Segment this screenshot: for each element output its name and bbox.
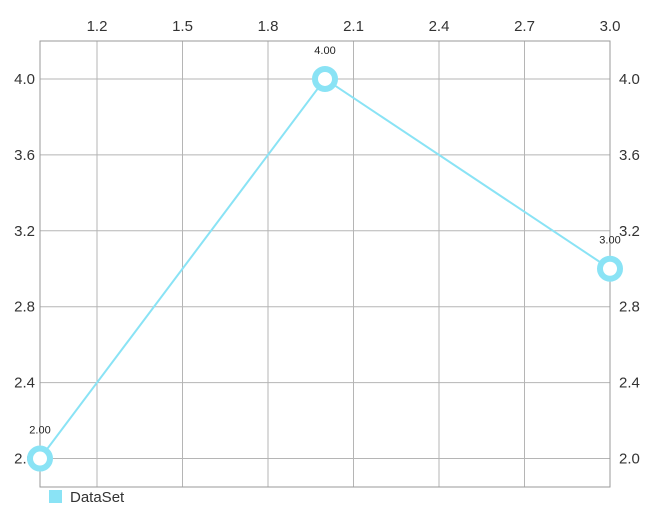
- data-point: [312, 65, 338, 92]
- y-tick-label-left: 2.4: [14, 375, 35, 392]
- x-tick-label: 1.8: [258, 18, 279, 35]
- y-tick-label-right: 3.2: [619, 223, 640, 240]
- y-tick-label-right: 2.0: [619, 451, 640, 468]
- x-tick-label: 1.5: [172, 18, 193, 35]
- y-tick-label-left: 4.0: [14, 71, 35, 88]
- y-tick-label-right: 4.0: [619, 71, 640, 88]
- x-tick-label: 2.1: [343, 18, 364, 35]
- y-tick-label-right: 3.6: [619, 147, 640, 164]
- y-tick-label-right: 2.8: [619, 299, 640, 316]
- x-tick-label: 1.2: [87, 18, 108, 35]
- x-axis-ticks: 1.2 1.5 1.8 2.1 2.4 2.7 3.0: [87, 18, 621, 35]
- y-tick-label-left: 3.6: [14, 147, 35, 164]
- series: 2.00 4.00 3.00: [27, 45, 623, 472]
- legend-swatch: [49, 490, 62, 503]
- legend-label: DataSet: [70, 489, 125, 506]
- x-tick-label: 3.0: [600, 18, 621, 35]
- legend: DataSet: [49, 489, 125, 506]
- data-point: [597, 255, 623, 282]
- x-tick-label: 2.4: [429, 18, 450, 35]
- grid: [40, 41, 611, 487]
- y-tick-label-left: 2.8: [14, 299, 35, 316]
- y-tick-label-left: 3.2: [14, 223, 35, 240]
- data-label: 4.00: [314, 45, 335, 57]
- y-axis-ticks: 2.0 2.02.4 2.42.8 2.83.2 3.23.6 3.64.0 4.0: [14, 71, 640, 468]
- data-label: 2.00: [29, 425, 50, 437]
- x-tick-label: 2.7: [514, 18, 535, 35]
- data-point: [27, 445, 53, 472]
- data-label: 3.00: [599, 235, 620, 247]
- y-tick-label-right: 2.4: [619, 375, 640, 392]
